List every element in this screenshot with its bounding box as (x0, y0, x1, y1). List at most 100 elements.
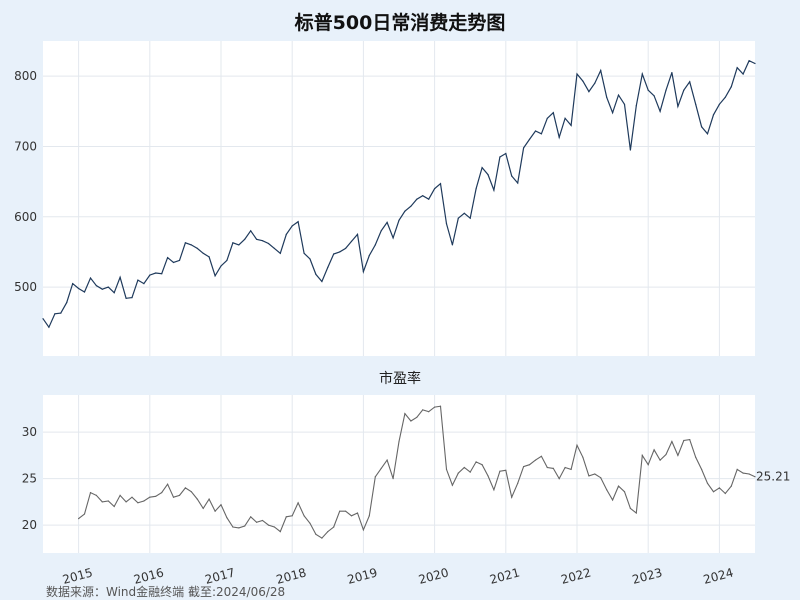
upper-data-point (131, 297, 133, 299)
upper-data-point (155, 272, 157, 274)
upper-data-point (677, 105, 679, 107)
lower-data-point (125, 501, 127, 503)
upper-data-point (339, 251, 341, 253)
upper-data-point (683, 89, 685, 91)
upper-data-point (445, 223, 448, 225)
upper-data-point (481, 167, 483, 169)
lower-plot-area (43, 395, 755, 553)
upper-data-point (754, 62, 756, 65)
upper-data-point (695, 103, 697, 105)
upper-data-point (172, 261, 175, 264)
upper-y-tick-800: 800 (14, 69, 37, 83)
upper-data-point (701, 126, 703, 128)
lower-data-point (647, 464, 649, 466)
upper-data-point (250, 230, 252, 232)
lower-data-point (95, 494, 97, 496)
lower-data-point (333, 526, 335, 528)
lower-data-point (439, 405, 442, 407)
lower-data-point (101, 501, 103, 503)
lower-data-point (386, 459, 388, 461)
lower-data-point (712, 491, 715, 493)
lower-data-point (309, 522, 311, 524)
lower-data-point (695, 456, 697, 458)
upper-data-point (244, 238, 246, 240)
upper-data-point (451, 244, 453, 246)
upper-data-point (78, 287, 80, 290)
lower-data-point (137, 502, 139, 504)
lower-y-ticks: 20 25 30 (22, 425, 37, 532)
upper-data-point (107, 286, 109, 288)
x-tick-2023: 2023 (631, 565, 664, 586)
lower-data-point (202, 507, 204, 509)
lower-data-point (623, 491, 626, 493)
upper-data-point (410, 205, 412, 207)
lower-data-point (701, 468, 703, 470)
upper-data-point (706, 133, 709, 135)
upper-data-point (42, 318, 44, 320)
upper-data-point (285, 233, 287, 235)
x-tick-2024: 2024 (702, 565, 735, 586)
lower-data-point (653, 449, 655, 451)
upper-y-ticks: 500 600 700 800 (14, 69, 37, 294)
upper-data-point (267, 242, 270, 245)
upper-data-point (72, 283, 74, 285)
upper-data-point (623, 103, 626, 105)
lower-data-point (463, 466, 465, 469)
upper-data-point (582, 80, 584, 82)
lower-data-point (641, 454, 643, 456)
lower-data-point (143, 500, 145, 502)
x-tick-2016: 2016 (132, 565, 165, 586)
upper-data-point (149, 274, 151, 276)
upper-data-point (422, 195, 424, 197)
upper-data-point (89, 277, 92, 279)
lower-data-point (321, 537, 323, 539)
lower-data-point (267, 524, 270, 526)
upper-data-point (528, 138, 531, 140)
upper-data-point (564, 117, 566, 119)
lower-data-point (475, 461, 477, 463)
lower-data-point (273, 526, 275, 528)
upper-data-point (386, 221, 388, 223)
upper-data-point (606, 96, 608, 98)
upper-data-point (689, 81, 691, 83)
lower-data-point (629, 507, 632, 509)
upper-data-point (66, 302, 68, 304)
x-tick-2020: 2020 (417, 565, 450, 586)
lower-data-point (487, 475, 489, 477)
lower-data-point (481, 464, 483, 466)
upper-data-point (742, 73, 744, 75)
upper-data-point (653, 95, 655, 97)
lower-data-point (184, 487, 186, 489)
upper-data-point (291, 225, 293, 227)
lower-data-point (742, 472, 744, 474)
lower-data-point (564, 466, 566, 469)
lower-data-point (689, 439, 691, 441)
lower-data-point (499, 470, 501, 472)
lower-data-point (718, 487, 721, 489)
upper-data-point (95, 285, 97, 287)
lower-data-point (78, 518, 80, 520)
upper-data-point (119, 276, 121, 278)
lower-data-point (416, 416, 418, 418)
upper-data-point (629, 149, 632, 151)
upper-data-point (83, 291, 86, 293)
upper-data-point (523, 147, 525, 149)
upper-data-point (546, 117, 548, 119)
upper-data-point (576, 73, 578, 75)
upper-data-point (463, 212, 465, 214)
x-tick-2019: 2019 (346, 565, 379, 586)
lower-data-point (107, 500, 109, 502)
upper-data-point (178, 259, 181, 261)
lower-data-point (161, 492, 163, 494)
upper-data-point (190, 244, 192, 246)
upper-data-point (309, 258, 311, 260)
lower-data-point (582, 456, 584, 458)
upper-data-point (398, 219, 400, 221)
lower-data-point (380, 467, 382, 469)
lower-data-point (617, 485, 620, 487)
lower-y-tick-30: 30 (22, 425, 37, 439)
x-tick-2022: 2022 (559, 565, 592, 586)
lower-y-tick-25: 25 (22, 472, 37, 486)
lower-data-point (523, 466, 525, 468)
